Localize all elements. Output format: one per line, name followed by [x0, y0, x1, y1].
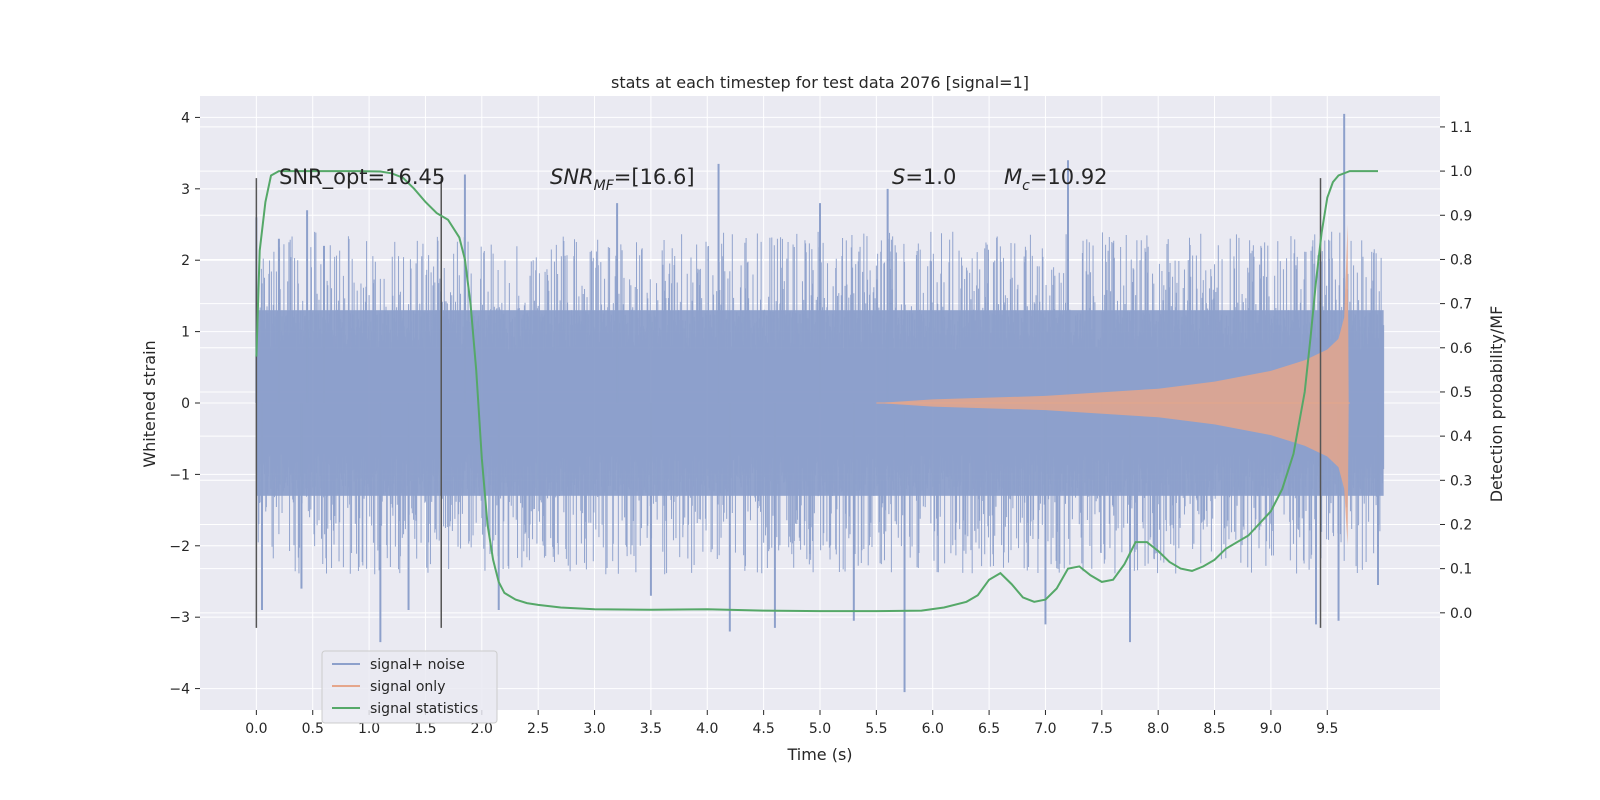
mc-symbol: M [1004, 165, 1022, 189]
snr-mf-value: =[16.6] [614, 165, 695, 189]
mc-subscript: c [1022, 178, 1030, 194]
y-tick-label: 3 [181, 182, 190, 198]
chart-title: stats at each timestep for test data 207… [611, 73, 1029, 92]
x-tick-label: 5.5 [865, 721, 887, 737]
x-axis-ticks: 0.0 0.5 1.0 1.5 2.0 2.5 3.0 3.5 4.0 4.5 5.0 5.5 6.0 6… [245, 710, 1338, 737]
y2-axis-ticks: 1.1 1.0 0.9 0.8 0.7 0.6 0.5 0.4 0.3 0.2 0.1 0.0 [1440, 120, 1472, 622]
y-tick-label: 1 [181, 325, 190, 341]
x-tick-label: 7.5 [1091, 721, 1113, 737]
y-axis-ticks: 4 3 2 1 0 −1 −2 −3 −4 [169, 110, 200, 698]
signal-statistics-line [255, 170, 1378, 613]
x-tick-label: 1.5 [414, 721, 436, 737]
y2-tick-label: 0.6 [1450, 341, 1472, 357]
s-symbol: S [892, 165, 905, 189]
y2-tick-label: 0.5 [1450, 385, 1472, 401]
x-tick-label: 6.5 [978, 721, 1000, 737]
x-axis-label: Time (s) [786, 745, 852, 764]
y2-tick-label: 0.0 [1450, 606, 1472, 622]
y-tick-label: −4 [169, 682, 190, 698]
y-tick-label: 0 [181, 396, 190, 412]
y2-tick-label: 1.0 [1450, 164, 1472, 180]
x-tick-label: 7.0 [1034, 721, 1056, 737]
y-tick-label: −2 [169, 539, 190, 555]
y2-tick-label: 0.4 [1450, 429, 1472, 445]
signal-statistics-series [255, 170, 1378, 613]
s-annotation: S=1.0 [892, 165, 956, 189]
snr-mf-annotation: SNRMF=[16.6] [550, 165, 695, 194]
y2-tick-label: 0.3 [1450, 473, 1472, 489]
y2-tick-label: 0.1 [1450, 562, 1472, 578]
y-tick-label: 2 [181, 253, 190, 269]
legend-label-signal-noise: signal+ noise [370, 657, 465, 673]
snr-mf-symbol: SNR [550, 165, 594, 189]
x-tick-label: 4.5 [753, 721, 775, 737]
x-tick-label: 9.5 [1316, 721, 1338, 737]
x-tick-label: 4.0 [696, 721, 718, 737]
y2-tick-label: 1.1 [1450, 120, 1472, 136]
y2-tick-label: 0.7 [1450, 297, 1472, 313]
y-tick-label: −3 [169, 610, 190, 626]
x-tick-label: 2.5 [527, 721, 549, 737]
x-tick-label: 3.0 [583, 721, 605, 737]
x-tick-label: 6.0 [922, 721, 944, 737]
y2-tick-label: 0.8 [1450, 252, 1472, 268]
x-tick-label: 2.0 [471, 721, 493, 737]
legend-label-signal-only: signal only [370, 679, 445, 695]
y2-axis-label: Detection probability/MF [1487, 306, 1506, 503]
y2-tick-label: 0.9 [1450, 208, 1472, 224]
x-tick-label: 0.0 [245, 721, 267, 737]
x-tick-label: 0.5 [302, 721, 324, 737]
y-axis-label: Whitened strain [140, 340, 159, 467]
snr-opt-annotation: SNR_opt=16.45 [279, 165, 445, 190]
signal-envelope [876, 224, 1349, 546]
s-value: =1.0 [905, 165, 956, 189]
snr-mf-subscript: MF [594, 178, 615, 194]
legend: signal+ noise signal only signal statist… [321, 650, 498, 724]
x-tick-label: 8.5 [1203, 721, 1225, 737]
x-tick-label: 1.0 [358, 721, 380, 737]
y-tick-label: 4 [181, 110, 190, 126]
x-tick-label: 3.5 [640, 721, 662, 737]
legend-box [321, 650, 498, 724]
x-tick-label: 8.0 [1147, 721, 1169, 737]
mc-value: =10.92 [1030, 165, 1108, 189]
x-tick-label: 5.0 [809, 721, 831, 737]
y-tick-label: −1 [169, 467, 190, 483]
window-markers [255, 178, 1322, 628]
x-tick-label: 9.0 [1260, 721, 1282, 737]
signal-only-series [876, 224, 1350, 546]
y2-tick-label: 0.2 [1450, 517, 1472, 533]
legend-label-signal-statistics: signal statistics [370, 701, 478, 717]
mc-annotation: Mc=10.92 [1004, 165, 1108, 194]
